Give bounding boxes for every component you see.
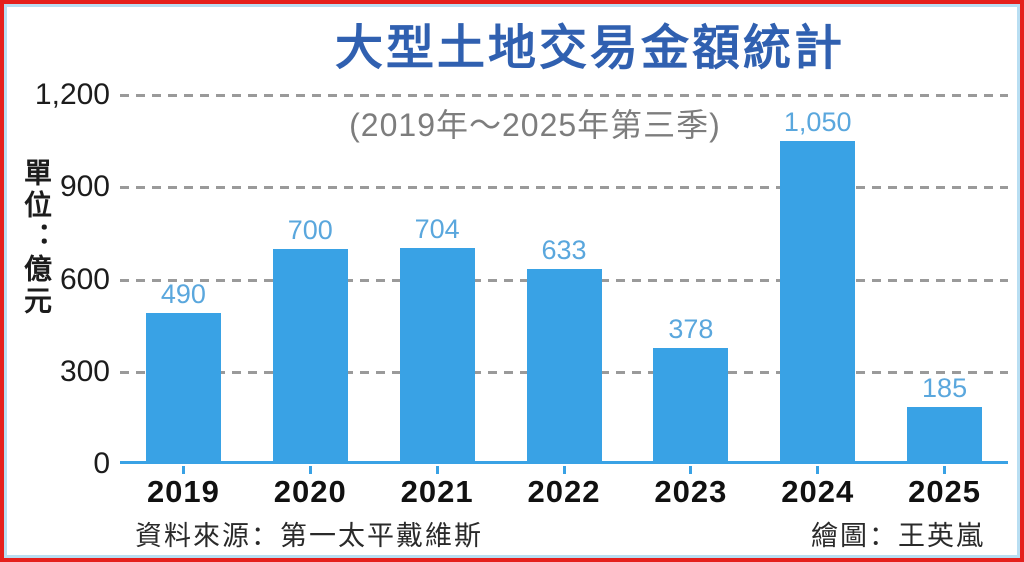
y-tick-label-300: 300 xyxy=(59,354,110,388)
x-axis-label-2022: 2022 xyxy=(527,474,601,509)
gridline-900 xyxy=(120,186,1008,190)
chart-title: 大型土地交易金額統計 xyxy=(334,22,845,75)
bar-value-label-2022: 633 xyxy=(541,235,587,266)
gridline-1200 xyxy=(120,94,1008,97)
y-axis-unit-label: 單位：億元 xyxy=(21,158,52,318)
bar-value-label-2021: 704 xyxy=(414,213,460,244)
x-axis-baseline xyxy=(120,461,1008,464)
x-axis-tick-2025 xyxy=(943,466,947,474)
bar-2019 xyxy=(145,313,221,464)
x-axis-label-2020: 2020 xyxy=(273,474,347,509)
x-axis-tick-2020 xyxy=(308,466,312,474)
x-axis-tick-2022 xyxy=(562,466,566,474)
x-axis-label-2023: 2023 xyxy=(654,474,728,509)
y-tick-label-0: 0 xyxy=(93,447,110,480)
bar-2022 xyxy=(526,269,602,464)
bar-2024 xyxy=(780,141,856,464)
y-tick-label-900: 900 xyxy=(59,170,110,204)
bar-value-label-2020: 700 xyxy=(287,214,333,245)
y-tick-label-1200: 1,200 xyxy=(34,78,110,111)
source-note: 資料來源：第一太平戴維斯 xyxy=(135,521,483,551)
bar-value-label-2019: 490 xyxy=(160,279,206,310)
y-tick-label-600: 600 xyxy=(59,262,110,296)
x-axis-label-2019: 2019 xyxy=(146,474,220,509)
bar-2023 xyxy=(653,347,729,464)
x-axis-tick-2021 xyxy=(435,466,439,474)
x-axis-tick-2023 xyxy=(689,466,693,474)
bar-value-label-2023: 378 xyxy=(668,313,714,344)
bar-2021 xyxy=(399,247,475,464)
x-axis-label-2025: 2025 xyxy=(908,474,982,509)
x-axis-tick-2019 xyxy=(181,466,185,474)
chart-subtitle: (2019年～2025年第三季) xyxy=(349,107,721,143)
x-axis-label-2021: 2021 xyxy=(400,474,474,509)
x-axis-tick-2024 xyxy=(816,466,820,474)
credit-note: 繪圖：王英嵐 xyxy=(811,521,985,551)
bar-value-label-2024: 1,050 xyxy=(783,107,852,138)
bar-2025 xyxy=(907,407,983,464)
bar-2020 xyxy=(272,248,348,464)
x-axis-label-2024: 2024 xyxy=(781,474,855,509)
bar-value-label-2025: 185 xyxy=(922,373,968,404)
